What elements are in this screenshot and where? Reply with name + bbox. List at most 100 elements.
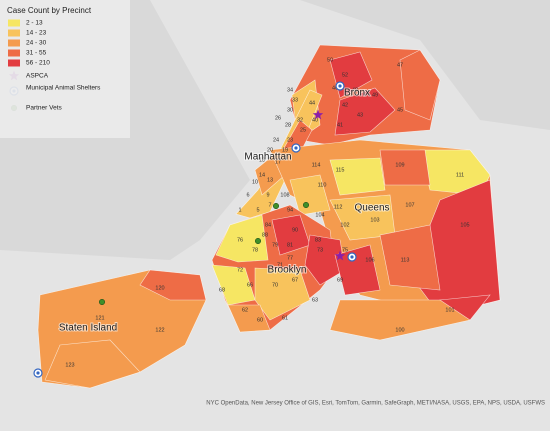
legend-symbol-label: Municipal Animal Shelters bbox=[26, 85, 101, 92]
precinct-area bbox=[215, 214, 269, 263]
precinct-label: 14 bbox=[259, 172, 265, 178]
precinct-area bbox=[439, 294, 491, 321]
precinct-label: 30 bbox=[287, 107, 293, 113]
shelter-marker-core bbox=[350, 255, 354, 259]
precinct-area bbox=[44, 339, 141, 389]
precinct-label: 81 bbox=[287, 242, 293, 248]
precinct-label: 34 bbox=[287, 87, 293, 93]
precinct-label: 63 bbox=[312, 297, 318, 303]
precinct-label: 52 bbox=[342, 72, 348, 78]
precinct-label: 28 bbox=[285, 122, 291, 128]
precinct-label: 121 bbox=[95, 315, 104, 321]
precinct-area bbox=[304, 234, 346, 286]
precinct-label: 101 bbox=[445, 307, 454, 313]
precinct-label: 72 bbox=[237, 267, 243, 273]
vet-marker bbox=[99, 298, 106, 305]
precinct-label: 48 bbox=[352, 87, 358, 93]
precinct-area bbox=[254, 267, 311, 321]
precinct-label: 13 bbox=[267, 177, 273, 183]
precinct-label: 76 bbox=[237, 237, 243, 243]
precinct-label: 42 bbox=[342, 102, 348, 108]
vet-marker bbox=[255, 238, 262, 245]
precinct-label: 109 bbox=[395, 162, 404, 168]
precinct-label: 114 bbox=[312, 162, 321, 168]
precinct-label: 79 bbox=[272, 242, 278, 248]
precinct-label: 7 bbox=[268, 202, 271, 208]
precinct-label: 44 bbox=[309, 100, 315, 106]
precinct-label: 41 bbox=[337, 122, 343, 128]
precinct-label: 50 bbox=[327, 57, 333, 63]
precinct-label: 24 bbox=[273, 137, 279, 143]
legend-label: 31 - 55 bbox=[26, 50, 47, 57]
legend-label: 2 - 13 bbox=[26, 20, 43, 27]
precinct-area bbox=[289, 174, 331, 216]
precinct-area bbox=[379, 224, 441, 291]
precinct-area bbox=[227, 304, 271, 333]
precinct-label: 9 bbox=[266, 192, 269, 198]
shelter-marker-core bbox=[294, 146, 298, 150]
precinct-label: 62 bbox=[242, 307, 248, 313]
precinct-label: 10 bbox=[252, 179, 258, 185]
legend-label: 56 - 210 bbox=[26, 60, 50, 67]
precinct-area bbox=[139, 269, 207, 301]
precinct-label: 103 bbox=[370, 217, 379, 223]
legend-swatch bbox=[8, 49, 20, 57]
precinct-label: 26 bbox=[275, 115, 281, 121]
vet-marker bbox=[272, 203, 279, 210]
shelter-marker-core bbox=[338, 84, 342, 88]
borough-label: Staten Island bbox=[59, 323, 117, 334]
precinct-area bbox=[329, 299, 471, 341]
shelter-marker-core bbox=[36, 371, 40, 375]
legend-swatch bbox=[8, 29, 20, 37]
borough-label: Manhattan bbox=[244, 152, 291, 163]
precinct-label: 75 bbox=[342, 247, 348, 253]
precinct-label: 78 bbox=[252, 247, 258, 253]
precinct-label: 25 bbox=[300, 127, 306, 133]
precinct-label: 77 bbox=[287, 255, 293, 261]
precinct-label: 108 bbox=[280, 192, 289, 198]
precinct-label: 5 bbox=[256, 207, 259, 213]
precinct-label: 70 bbox=[272, 282, 278, 288]
precinct-label: 66 bbox=[247, 282, 253, 288]
precinct-label: 60 bbox=[257, 317, 263, 323]
precinct-label: 84 bbox=[265, 222, 271, 228]
precinct-label: 6 bbox=[246, 192, 249, 198]
precinct-label: 47 bbox=[397, 62, 403, 68]
precinct-label: 90 bbox=[292, 227, 298, 233]
precinct-label: 83 bbox=[315, 237, 321, 243]
precinct-areas bbox=[37, 44, 501, 389]
precinct-label: 1 bbox=[238, 207, 241, 213]
precinct-label: 20 bbox=[267, 147, 273, 153]
borough-label: Brooklyn bbox=[268, 265, 307, 276]
precinct-label: 115 bbox=[336, 167, 345, 173]
legend-symbol-label: Partner Vets bbox=[26, 105, 63, 112]
precinct-label: 69 bbox=[337, 277, 343, 283]
precinct-area bbox=[334, 244, 381, 296]
borough-label: Bronx bbox=[344, 88, 370, 99]
precinct-label: 18 bbox=[259, 157, 265, 163]
precinct-label: 71 bbox=[277, 262, 283, 268]
precinct-label: 110 bbox=[318, 182, 327, 188]
aspca-marker bbox=[334, 250, 346, 261]
precinct-label: 88 bbox=[262, 232, 268, 238]
legend-swatch bbox=[8, 59, 20, 67]
precinct-label: 122 bbox=[155, 327, 164, 333]
precinct-label: 32 bbox=[297, 117, 303, 123]
precinct-label: 105 bbox=[460, 222, 469, 228]
legend-swatch bbox=[8, 39, 20, 47]
precinct-area bbox=[329, 157, 386, 196]
precinct-label: 46 bbox=[332, 85, 338, 91]
precinct-label: 104 bbox=[315, 212, 324, 218]
precinct-label: 49 bbox=[372, 92, 378, 98]
precinct-label: 102 bbox=[340, 222, 349, 228]
attribution: NYC OpenData, New Jersey Office of GIS, … bbox=[206, 401, 545, 407]
precinct-label: 43 bbox=[357, 112, 363, 118]
legend-box bbox=[0, 0, 130, 138]
legend-symbol-label: ASPCA bbox=[26, 73, 49, 80]
precinct-label: 120 bbox=[155, 285, 164, 291]
borough-label: Queens bbox=[354, 203, 389, 214]
precinct-label: 40 bbox=[312, 117, 318, 123]
precinct-label: 33 bbox=[292, 97, 298, 103]
vet-marker bbox=[302, 202, 309, 209]
